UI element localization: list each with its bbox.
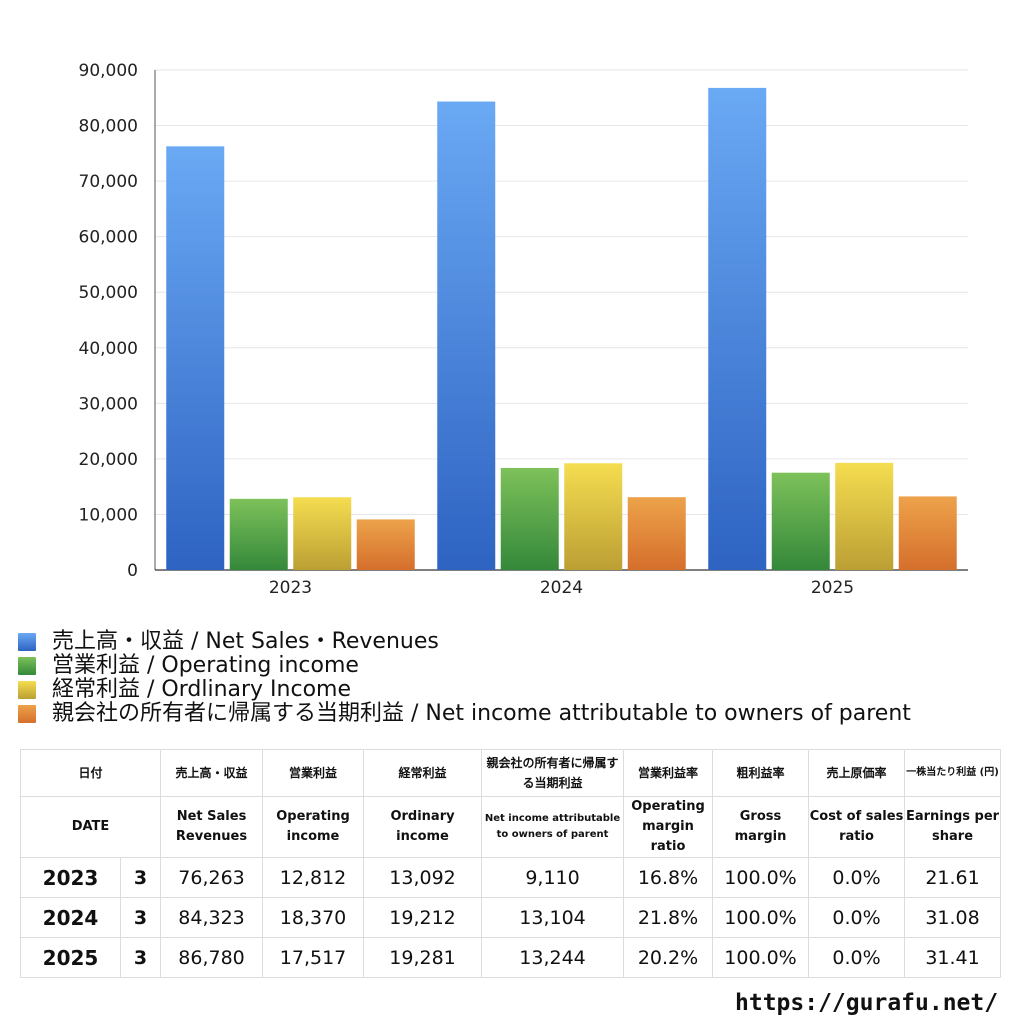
cell-gm: 100.0%	[712, 857, 810, 898]
cell-sales: 84,323	[160, 897, 264, 938]
header-opm-jp: 営業利益率	[623, 749, 714, 797]
header-ordinary-en: Ordinary income	[363, 796, 483, 858]
legend-swatch-net	[18, 705, 36, 723]
bar-2023-series-0	[166, 146, 225, 571]
header-ordinary-jp: 経常利益	[363, 749, 483, 797]
header-cos-en: Cost of sales ratio	[808, 796, 906, 858]
cell-ordinary: 13,092	[363, 857, 483, 898]
table-row: 2024 3 84,323 18,370 19,212 13,104 21.8%…	[20, 897, 1002, 938]
bar-2024-series-3	[627, 497, 686, 570]
header-gm-en: Gross margin	[712, 796, 810, 858]
y-tick-label: 0	[127, 561, 138, 581]
chart-legend: 売上高・収益 / Net Sales・Revenues 営業利益 / Opera…	[18, 630, 911, 726]
legend-label-net: 親会社の所有者に帰属する当期利益 / Net income attributab…	[52, 701, 911, 726]
cell-month: 3	[119, 857, 162, 898]
cell-opm: 21.8%	[623, 897, 714, 938]
table-header-jp: 日付 売上高・収益 営業利益 経常利益 親会社の所有者に帰属する当期利益 営業利…	[19, 749, 1002, 797]
cell-ordinary: 19,281	[363, 937, 483, 978]
bar-2023-series-3	[356, 519, 415, 570]
cell-gm: 100.0%	[712, 937, 810, 978]
legend-swatch-ordinary	[18, 681, 36, 699]
legend-label-sales: 売上高・収益 / Net Sales・Revenues	[52, 629, 439, 654]
cell-eps: 31.41	[904, 937, 1002, 978]
cell-cos: 0.0%	[808, 857, 906, 898]
legend-item-ordinary: 経常利益 / Ordlinary Income	[18, 678, 911, 702]
bar-2023-series-2	[293, 497, 352, 570]
cell-year: 2025	[20, 937, 121, 978]
x-tick-label: 2024	[540, 578, 583, 598]
y-tick-label: 40,000	[79, 339, 138, 359]
cell-operating: 17,517	[262, 937, 365, 978]
y-tick-label: 10,000	[79, 505, 138, 525]
bar-2025-series-1	[771, 472, 830, 570]
cell-net: 9,110	[481, 857, 625, 898]
header-date-jp: 日付	[19, 749, 162, 797]
bar-2024-series-0	[437, 101, 496, 571]
legend-item-net: 親会社の所有者に帰属する当期利益 / Net income attributab…	[18, 702, 911, 726]
cell-month: 3	[119, 897, 162, 938]
cell-ordinary: 19,212	[363, 897, 483, 938]
legend-label-ordinary: 経常利益 / Ordlinary Income	[52, 677, 351, 702]
legend-swatch-sales	[18, 633, 36, 651]
cell-year: 2024	[20, 897, 121, 938]
cell-net: 13,104	[481, 897, 625, 938]
bar-2024-series-2	[564, 463, 623, 570]
cell-cos: 0.0%	[808, 937, 906, 978]
legend-label-operating: 営業利益 / Operating income	[52, 653, 359, 678]
cell-net: 13,244	[481, 937, 625, 978]
header-gm-jp: 粗利益率	[712, 749, 810, 797]
cell-sales: 86,780	[160, 937, 264, 978]
table-row: 2023 3 76,263 12,812 13,092 9,110 16.8% …	[20, 857, 1002, 898]
header-opm-en: Operating margin ratio	[623, 796, 714, 858]
bar-2025-series-2	[835, 462, 894, 570]
cell-month: 3	[119, 937, 162, 978]
header-net-jp: 親会社の所有者に帰属する当期利益	[481, 749, 625, 797]
header-date-en: DATE	[19, 796, 162, 858]
cell-operating: 18,370	[262, 897, 365, 938]
y-tick-label: 70,000	[79, 172, 138, 192]
cell-gm: 100.0%	[712, 897, 810, 938]
table-row: 2025 3 86,780 17,517 19,281 13,244 20.2%…	[20, 937, 1002, 978]
y-tick-label: 20,000	[79, 450, 138, 470]
cell-cos: 0.0%	[808, 897, 906, 938]
header-sales-jp: 売上高・収益	[160, 749, 264, 797]
site-url: https://gurafu.net/	[735, 990, 999, 1016]
header-sales-en: Net Sales Revenues	[160, 796, 264, 858]
y-tick-label: 80,000	[79, 117, 138, 137]
y-tick-label: 50,000	[79, 283, 138, 303]
header-cos-jp: 売上原価率	[808, 749, 906, 797]
table-header-en: DATE Net Sales Revenues Operating income…	[19, 796, 1002, 858]
legend-item-operating: 営業利益 / Operating income	[18, 654, 911, 678]
cell-eps: 31.08	[904, 897, 1002, 938]
bar-2023-series-1	[229, 498, 288, 570]
header-eps-jp: 一株当たり利益 (円)	[904, 749, 1002, 797]
cell-operating: 12,812	[262, 857, 365, 898]
bar-2024-series-1	[500, 467, 559, 570]
header-operating-en: Operating income	[262, 796, 365, 858]
cell-eps: 21.61	[904, 857, 1002, 898]
y-tick-label: 60,000	[79, 228, 138, 248]
x-tick-label: 2023	[269, 578, 312, 598]
bar-chart: 0 10,000 20,000 30,000 40,000 50,000 60,000 70,…	[79, 61, 968, 598]
legend-item-sales: 売上高・収益 / Net Sales・Revenues	[18, 630, 911, 654]
y-tick-label: 30,000	[79, 394, 138, 414]
header-net-en: Net income attributable to owners of par…	[481, 796, 625, 858]
financial-table: 日付 売上高・収益 営業利益 経常利益 親会社の所有者に帰属する当期利益 営業利…	[19, 749, 1002, 978]
bar-2025-series-3	[898, 496, 957, 570]
cell-opm: 16.8%	[623, 857, 714, 898]
bar-2025-series-0	[708, 87, 767, 570]
cell-year: 2023	[20, 857, 121, 898]
cell-sales: 76,263	[160, 857, 264, 898]
header-operating-jp: 営業利益	[262, 749, 365, 797]
header-eps-en: Earnings per share	[904, 796, 1002, 858]
legend-swatch-operating	[18, 657, 36, 675]
cell-opm: 20.2%	[623, 937, 714, 978]
x-tick-label: 2025	[811, 578, 854, 598]
y-tick-label: 90,000	[79, 61, 138, 81]
